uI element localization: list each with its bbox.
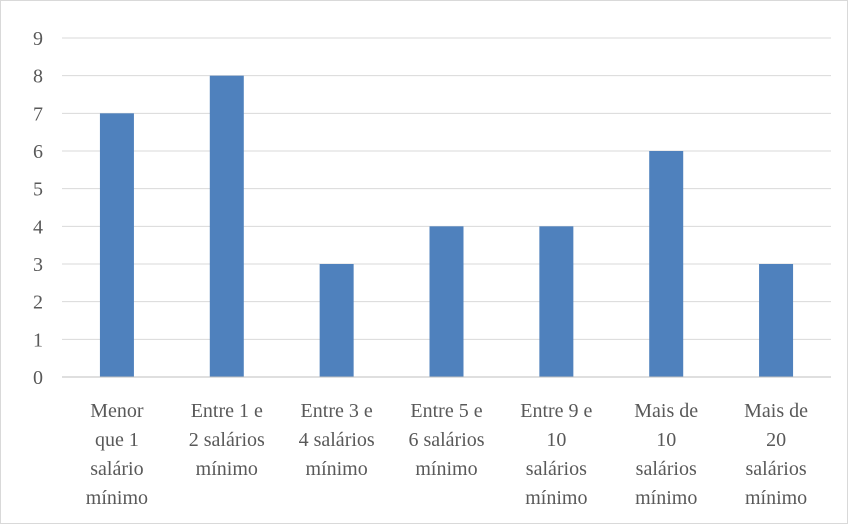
x-tick-label-line: mínimo	[745, 487, 807, 509]
y-tick-label: 7	[33, 103, 43, 125]
x-tick-label-line: Entre 3 e	[301, 400, 373, 422]
x-tick-label-line: 10	[546, 429, 566, 451]
bar	[429, 226, 464, 377]
bar	[759, 264, 794, 377]
x-tick-label-line: salários	[526, 458, 587, 480]
x-tick-label-line: que 1	[95, 429, 139, 451]
x-tick-label-line: mínimo	[196, 458, 258, 480]
x-tick-label: Mais de 10 salários mínimo	[634, 400, 698, 509]
y-tick-label: 2	[33, 292, 43, 314]
x-tick-label-line: salário	[90, 458, 143, 480]
x-tick-label: Entre 5 e 6 salários mínimo	[408, 400, 484, 480]
bars	[99, 75, 794, 378]
y-tick-label: 3	[33, 254, 43, 276]
y-tick-label: 5	[33, 179, 43, 201]
x-tick-label: Menor que 1 salário mínimo	[86, 400, 148, 509]
x-tick-label-line: mínimo	[415, 458, 477, 480]
y-tick-label: 0	[33, 367, 43, 389]
y-tick-label: 4	[33, 216, 43, 238]
gridlines	[62, 37, 831, 340]
x-tick-label-line: mínimo	[306, 458, 368, 480]
x-tick-label-line: 4 salários	[299, 429, 375, 451]
y-tick-label: 1	[33, 329, 43, 351]
x-tick-label-line: Entre 5 e	[410, 400, 482, 422]
x-tick-label-line: 20	[766, 429, 786, 451]
x-tick-label: Entre 3 e 4 salários mínimo	[299, 400, 375, 480]
bar	[539, 226, 574, 377]
x-tick-label-line: salários	[636, 458, 697, 480]
y-tick-label: 9	[33, 28, 43, 50]
x-tick-label: Entre 9 e 10 salários mínimo	[520, 400, 592, 509]
y-tick-label: 6	[33, 141, 43, 163]
x-tick-label-line: 10	[656, 429, 676, 451]
y-tick-label: 8	[33, 66, 43, 88]
x-tick-label-line: 2 salários	[189, 429, 265, 451]
x-tick-label-line: Mais de	[634, 400, 698, 422]
x-tick-label-line: salários	[746, 458, 807, 480]
x-tick-label-line: Entre 9 e	[520, 400, 592, 422]
bar	[319, 264, 354, 377]
x-axis-labels: Menor que 1 salário mínimo Entre 1 e 2 salári…	[86, 400, 808, 509]
x-tick-label: Mais de 20 salários mínimo	[744, 400, 808, 509]
bar	[209, 75, 244, 378]
x-tick-label-line: 6 salários	[408, 429, 484, 451]
x-tick-label-line: mínimo	[525, 487, 587, 509]
x-tick-label-line: Entre 1 e	[191, 400, 263, 422]
x-tick-label-line: Menor	[90, 400, 144, 422]
x-tick-label-line: mínimo	[86, 487, 148, 509]
x-tick-label-line: Mais de	[744, 400, 808, 422]
y-axis-ticks: 0 1 2 3 4 5 6 7 8 9	[33, 28, 43, 389]
x-tick-label: Entre 1 e 2 salários mínimo	[189, 400, 265, 480]
bar	[649, 151, 684, 377]
x-tick-label-line: mínimo	[635, 487, 697, 509]
bar	[99, 113, 134, 377]
